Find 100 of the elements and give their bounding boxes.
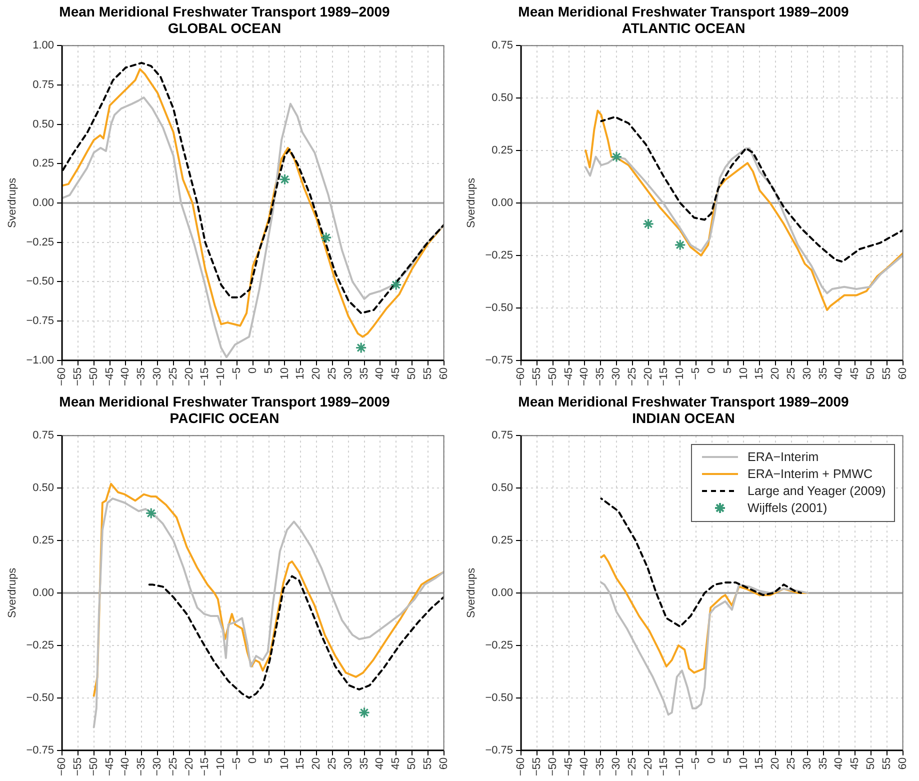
x-tick-label: 15 xyxy=(294,757,307,770)
point xyxy=(355,342,367,354)
x-tick-label: 30 xyxy=(801,367,814,380)
x-tick-label: 55 xyxy=(880,757,893,770)
y-tick-label: 1.00 xyxy=(32,40,54,52)
y-tick-label: −0.75 xyxy=(485,354,514,366)
x-tick-label: −50 xyxy=(88,367,100,386)
x-tick-label: −10 xyxy=(215,367,228,386)
y-tick-label: 0.25 xyxy=(492,144,514,157)
y-tick-label: −0.50 xyxy=(485,692,514,704)
x-tick-label: −20 xyxy=(642,757,654,776)
point xyxy=(320,232,332,244)
y-tick-label: 0.50 xyxy=(32,482,54,494)
x-tick-label: −15 xyxy=(658,367,670,386)
x-tick-label: −45 xyxy=(104,757,116,776)
chart-subtitle: INDIAN OCEAN xyxy=(632,410,735,426)
x-tick-label: −15 xyxy=(199,757,212,776)
legend-label: ERA−Interim + PMWC xyxy=(748,467,873,482)
x-tick-label: −25 xyxy=(167,757,180,776)
chart-title: Mean Meridional Freshwater Transport 1989–2009 xyxy=(518,3,850,20)
x-tick-label: 5 xyxy=(262,757,275,764)
x-tick-label: 45 xyxy=(849,757,862,770)
x-tick-label: 55 xyxy=(422,367,434,380)
x-tick-label: 45 xyxy=(390,367,402,380)
x-tick-label: 5 xyxy=(722,367,734,374)
x-tick-label: −25 xyxy=(167,367,180,386)
x-tick-label: 50 xyxy=(406,757,418,770)
x-tick-label: 50 xyxy=(406,367,418,380)
point xyxy=(642,218,654,230)
chart-title: Mean Meridional Freshwater Transport 1989–2009 xyxy=(59,393,390,410)
x-tick-label: 20 xyxy=(770,757,782,770)
chart-title: Mean Meridional Freshwater Transport 1989–2009 xyxy=(518,393,850,410)
y-tick-label: −0.75 xyxy=(485,744,514,756)
chart-subtitle: PACIFIC OCEAN xyxy=(170,410,280,426)
x-tick-label: −5 xyxy=(231,367,244,380)
x-tick-label: −30 xyxy=(610,757,623,776)
y-tick-label: 0.75 xyxy=(32,78,54,91)
x-tick-label: −25 xyxy=(626,757,638,776)
x-tick-label: −10 xyxy=(674,367,686,386)
point xyxy=(610,151,622,163)
x-tick-label: −45 xyxy=(562,367,575,386)
x-tick-label: 20 xyxy=(770,367,782,380)
x-tick-label: −5 xyxy=(690,757,702,770)
y-tick-label: 0.50 xyxy=(32,118,54,130)
y-axis-title: Sverdrups xyxy=(466,567,478,618)
line-series xyxy=(600,116,903,263)
y-tick-label: 0.25 xyxy=(492,534,514,547)
x-tick-label: 35 xyxy=(817,757,830,770)
x-tick-label: 10 xyxy=(278,757,291,770)
y-tick-label: 0.00 xyxy=(492,197,514,209)
point xyxy=(390,279,402,291)
x-tick-label: −55 xyxy=(72,757,84,776)
x-tick-label: 50 xyxy=(865,367,878,380)
x-tick-label: 30 xyxy=(342,367,354,380)
x-tick-label: 10 xyxy=(738,757,750,770)
x-tick-label: −35 xyxy=(594,757,607,776)
x-tick-label: −55 xyxy=(72,367,84,386)
y-axis-title: Sverdrups xyxy=(6,567,19,618)
x-tick-label: 15 xyxy=(754,757,766,770)
x-tick-label: −20 xyxy=(183,757,196,776)
x-tick-label: −60 xyxy=(56,757,68,776)
y-tick-label: −0.50 xyxy=(485,302,514,314)
x-tick-label: 40 xyxy=(374,757,386,770)
x-tick-label: 25 xyxy=(326,757,338,770)
chart-title: Mean Meridional Freshwater Transport 1989–2009 xyxy=(59,3,390,20)
x-tick-label: −30 xyxy=(610,367,623,386)
x-tick-label: 35 xyxy=(358,367,370,380)
y-tick-label: 0.25 xyxy=(32,534,54,547)
x-tick-label: −45 xyxy=(562,757,575,776)
x-tick-label: 50 xyxy=(865,757,878,770)
x-tick-label: −25 xyxy=(626,367,638,386)
x-tick-label: −15 xyxy=(658,757,670,776)
y-tick-label: −0.75 xyxy=(26,744,54,756)
y-tick-label: 0.00 xyxy=(32,197,54,209)
y-axis-title: Sverdrups xyxy=(6,177,19,228)
x-tick-label: 60 xyxy=(896,757,909,770)
x-tick-label: 40 xyxy=(833,367,846,380)
x-tick-label: −35 xyxy=(136,757,148,776)
x-tick-label: 60 xyxy=(438,367,450,380)
x-tick-label: 20 xyxy=(310,367,323,380)
x-tick-label: 15 xyxy=(754,367,766,380)
chart-subtitle: ATLANTIC OCEAN xyxy=(622,20,746,36)
x-tick-label: −20 xyxy=(642,367,654,386)
x-tick-label: 55 xyxy=(422,757,434,770)
x-tick-label: 45 xyxy=(849,367,862,380)
x-tick-label: −20 xyxy=(183,367,196,386)
x-tick-label: −5 xyxy=(231,757,244,770)
y-tick-label: −0.50 xyxy=(26,692,54,704)
x-tick-label: −35 xyxy=(136,367,148,386)
x-tick-label: 10 xyxy=(738,367,750,380)
x-tick-label: −50 xyxy=(88,757,100,776)
y-tick-label: −0.25 xyxy=(485,639,514,652)
x-tick-label: 55 xyxy=(880,367,893,380)
x-tick-label: −35 xyxy=(594,367,607,386)
x-tick-label: −40 xyxy=(578,367,591,386)
x-tick-label: 0 xyxy=(246,367,259,374)
x-tick-label: 10 xyxy=(278,367,291,380)
x-tick-label: 30 xyxy=(342,757,354,770)
y-tick-label: 0.50 xyxy=(492,482,514,494)
x-tick-label: 25 xyxy=(785,367,798,380)
